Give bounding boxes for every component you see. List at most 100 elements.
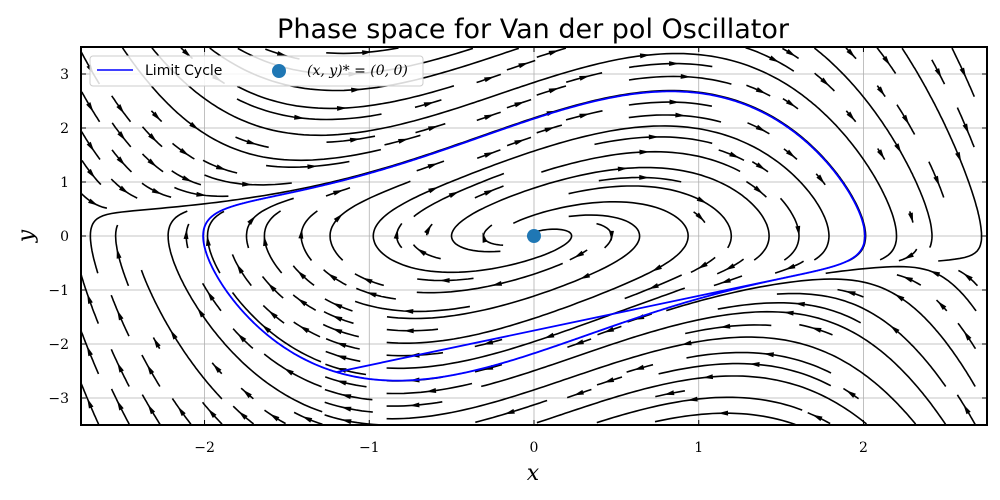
x-tick-label: −1 [359,440,380,456]
streamline-arrow [423,102,435,108]
streamline [386,287,686,370]
streamline-arrow [336,355,347,361]
y-axis-ticks: −3 −2 −1 0 1 2 3 [48,67,987,407]
streamline-arrow [297,298,308,307]
streamline-arrow [681,340,692,346]
streamline-arrow [336,342,347,349]
streamline-arrow [283,368,294,376]
streamline-arrow [362,277,373,284]
streamline-arrow [212,363,222,374]
streamline-arrow [147,158,157,167]
streamline [263,210,283,274]
streamline-arrow [427,125,439,132]
streamline-arrow [574,250,585,258]
streamline-arrow [351,87,362,93]
streamlines [81,47,983,425]
streamline [324,414,379,425]
streamline-arrow [116,104,125,114]
streamline-arrow [755,87,766,94]
streamline-arrow [439,277,450,283]
streamline [81,192,108,209]
streamline [541,150,741,173]
streamline-arrow [514,139,525,146]
streamline-arrow [785,263,796,270]
streamline-arrow [603,326,615,333]
streamline-arrow [366,292,377,298]
streamline-arrow [403,328,414,334]
streamline-arrow [769,55,780,63]
x-tick-label: 0 [530,440,539,456]
y-tick-label: 0 [60,229,69,245]
streamline-arrow [483,152,495,158]
streamline-arrow [755,162,766,170]
streamline-arrow [794,301,805,307]
streamline-arrow [242,181,253,187]
streamline-arrow [246,139,257,145]
streamline-arrow [820,77,830,87]
streamline-arrow [427,163,438,170]
streamline-arrow [929,270,941,277]
streamline [628,114,722,123]
streamline-arrow [332,302,343,310]
streamline-arrow [720,277,731,284]
legend-limit-cycle-label: Limit Cycle [145,63,222,79]
streamline-arrow [336,380,347,386]
streamline-arrow [205,235,211,247]
streamline-arrow [238,411,248,420]
streamline [416,262,564,294]
streamline-arrow [633,364,645,370]
streamline-arrow [697,261,708,269]
limit-cycle [202,90,866,382]
streamline [813,47,933,248]
streamline-arrow [215,164,227,171]
y-tick-label: −1 [48,283,69,299]
streamline [628,75,732,85]
streamline [167,210,323,413]
streamline-arrow [117,310,124,321]
streamline-arrow [702,374,714,380]
streamline-arrow [332,315,343,322]
streamline-arrow [349,137,361,143]
streamline-arrow [648,283,659,290]
x-tick-label: −2 [194,440,215,456]
streamline-arrow [398,138,409,144]
streamline-arrow [648,134,659,140]
streamline-arrow [669,61,680,67]
streamline-arrow [197,307,206,318]
streamline-arrow [675,112,686,118]
streamline-arrow [263,235,268,247]
streamline-arrow [812,414,823,422]
streamline-arrow [117,362,124,373]
streamline-arrow [341,419,352,425]
streamline-arrow [181,175,193,182]
streamline-arrow [811,327,822,333]
streamline-arrow [88,198,99,206]
streamline-arrow [332,328,343,335]
streamline-arrow [299,325,310,334]
y-axis-label: y [14,229,39,243]
streamline-arrow [763,352,774,358]
x-tick-label: 1 [694,440,703,456]
streamline-arrow [189,121,199,130]
streamline [482,224,504,246]
streamline-arrow [86,102,94,113]
streamline-arrow [151,187,162,195]
streamline-arrow [483,189,495,196]
streamline-arrow [579,272,591,280]
streamline-arrow [116,248,122,259]
streamline-arrow [484,76,495,83]
streamline-arrow [117,400,124,411]
streamline-arrow [247,215,256,225]
streamline-arrow [514,101,525,108]
streamline-arrow [934,68,942,79]
streamline-arrow [269,413,280,422]
streamline-arrow [846,111,855,121]
streamline-arrow [237,333,247,343]
streamline-arrow [86,168,96,179]
streamline-arrow [147,404,156,415]
streamline-arrow [955,151,962,163]
streamline-arrow [236,263,245,274]
streamline-arrow [362,50,373,56]
streamline-arrow [544,332,555,339]
